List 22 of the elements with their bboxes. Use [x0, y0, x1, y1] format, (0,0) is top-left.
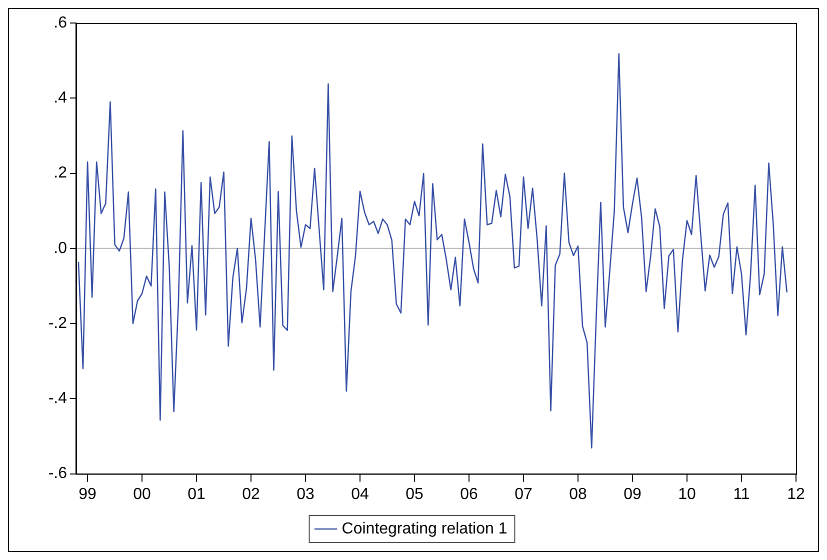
- y-tick-label: .2: [54, 164, 68, 182]
- y-tick-label: -.6: [48, 465, 68, 482]
- x-tick-label: 12: [787, 486, 805, 503]
- x-tick-label: 04: [351, 486, 370, 503]
- x-tick-label: 00: [133, 486, 152, 503]
- x-tick-label: 06: [460, 486, 478, 503]
- legend-label: Cointegrating relation 1: [342, 520, 508, 538]
- x-tick-label: 05: [406, 486, 424, 503]
- x-tick-label: 02: [242, 486, 260, 503]
- y-tick-label: .0: [54, 240, 68, 257]
- x-tick-label: 09: [624, 486, 642, 503]
- x-tick-label: 07: [514, 486, 533, 503]
- y-tick-label: .6: [54, 14, 68, 32]
- y-tick-label: -.2: [48, 314, 68, 332]
- x-tick-label: 99: [78, 486, 97, 503]
- x-tick-label: 08: [569, 486, 588, 503]
- x-tick-label: 11: [733, 486, 750, 503]
- y-tick-label: -.4: [48, 390, 68, 408]
- x-tick-label: 01: [188, 486, 206, 503]
- x-tick-label: 10: [678, 486, 696, 503]
- y-tick-label: .4: [54, 90, 68, 107]
- x-tick-label: 03: [296, 486, 315, 503]
